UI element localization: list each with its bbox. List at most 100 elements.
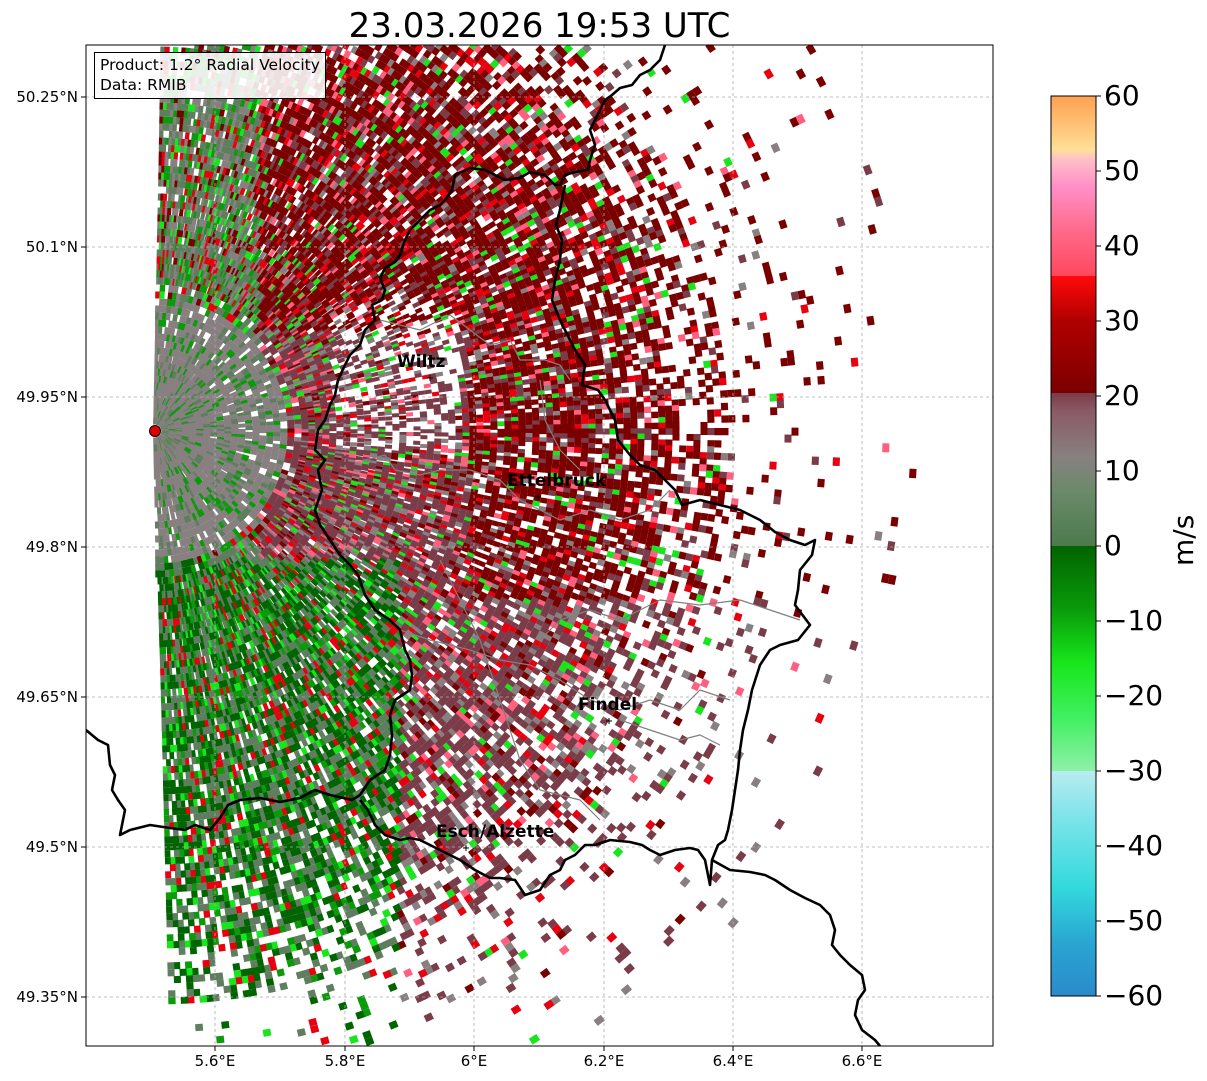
velocity-bin [158,633,164,641]
velocity-bin [329,427,337,432]
velocity-bin [153,444,158,452]
velocity-bin [377,403,385,409]
velocity-bin [170,512,176,520]
velocity-bin [322,434,330,439]
velocity-bin [166,653,172,662]
velocity-bin [356,415,365,420]
velocity-bin [172,313,178,322]
velocity-bin [279,416,288,422]
velocity-bin [360,359,368,366]
velocity-bin [378,416,386,421]
velocity-bin [187,389,195,398]
velocity-bin [154,493,159,501]
velocity-bin [178,187,184,196]
velocity-bin [343,420,351,425]
velocity-bin [158,500,164,508]
velocity-bin [166,611,171,620]
velocity-bin [200,212,206,221]
velocity-bin [384,444,393,449]
velocity-bin [340,397,349,403]
velocity-bin [175,472,183,482]
velocity-bin [370,407,378,412]
velocity-bin [174,632,180,640]
velocity-bin [178,208,184,217]
velocity-bin [165,312,171,321]
velocity-bin [155,549,160,557]
velocity-bin [170,194,175,202]
velocity-bin [350,422,358,427]
velocity-bin [169,236,174,244]
velocity-bin [350,429,358,434]
velocity-bin [385,416,393,421]
velocity-bin [180,194,186,203]
velocity-bin [329,423,337,428]
velocity-bin [355,399,363,405]
velocity-bin [336,418,344,424]
velocity-bin [348,402,357,408]
velocity-bin [380,382,389,388]
velocity-bin [160,471,166,480]
velocity-bin [157,598,163,606]
velocity-bin [321,440,330,445]
velocity-bin [364,433,372,438]
velocity-bin [336,435,344,440]
velocity-bin [377,411,385,417]
velocity-bin [329,436,337,442]
velocity-bin [199,408,208,416]
velocity-bin [155,563,161,571]
velocity-bin [286,440,295,447]
velocity-bin [265,414,273,420]
velocity-bin [153,451,158,459]
velocity-bin [336,422,344,428]
velocity-bin [170,554,177,563]
velocity-bin [349,442,358,447]
velocity-bin [383,365,392,372]
velocity-bin [179,452,187,461]
velocity-bin [154,486,159,494]
velocity-bin [362,400,370,406]
velocity-bin [162,193,168,201]
velocity-bin [355,455,363,461]
velocity-bin [357,426,365,431]
velocity-bin [350,433,358,438]
velocity-bin [154,354,159,362]
velocity-bin [189,429,197,433]
velocity-bin [371,419,379,424]
velocity-bin [205,655,211,663]
velocity-bin [308,425,316,430]
velocity-bin [168,377,175,386]
velocity-bin [159,661,165,669]
velocity-bin [373,383,382,390]
velocity-bin [385,439,393,444]
velocity-bin [153,472,158,480]
velocity-bin [154,521,160,529]
velocity-bin [157,514,162,522]
velocity-bin [336,431,344,436]
velocity-bin [155,556,161,564]
velocity-bin [168,461,176,470]
velocity-bin [371,330,380,337]
velocity-bin [193,441,202,448]
velocity-bin [159,584,164,592]
velocity-bin [328,417,337,422]
velocity-bin [363,410,371,415]
velocity-bin [155,479,160,487]
velocity-bin [372,376,380,382]
velocity-bin [183,458,191,467]
velocity-bin [332,363,340,371]
velocity-bin [369,366,378,373]
velocity-bin [238,423,246,428]
velocity-bin [354,363,362,370]
velocity-bin [157,591,163,599]
velocity-bin [357,438,365,443]
velocity-bin [344,339,353,346]
velocity-bin [371,434,379,439]
map-title: 23.03.2026 19:53 UTC [348,6,731,46]
velocity-bin [364,417,372,422]
velocity-bin [385,421,393,426]
velocity-bin [343,437,351,442]
velocity-bin [159,647,164,655]
velocity-bin [158,626,164,634]
velocity-bin [371,424,379,429]
